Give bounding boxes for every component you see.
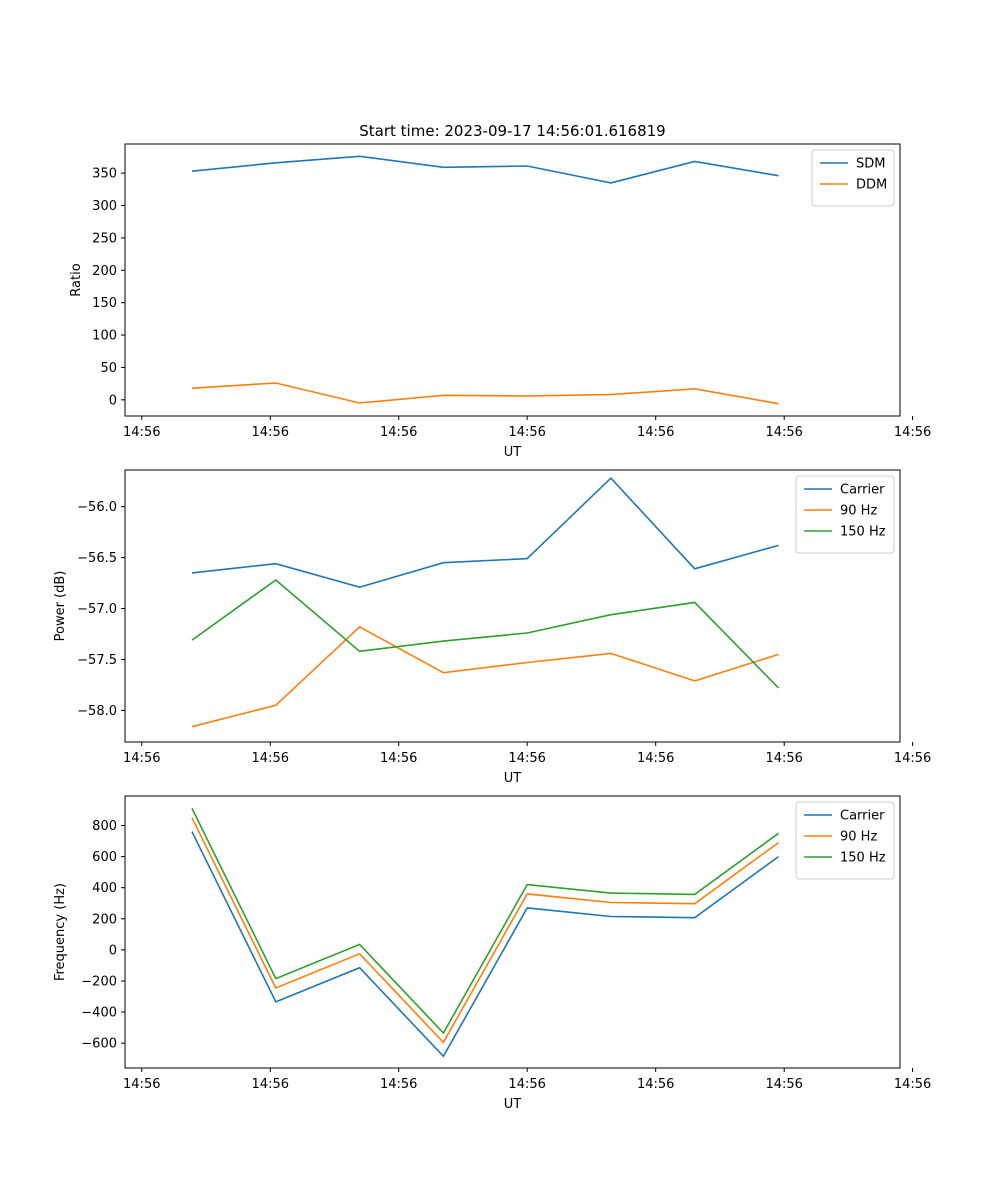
y-tick-label: −57.0 (77, 602, 117, 617)
figure-title: Start time: 2023-09-17 14:56:01.616819 (359, 122, 665, 140)
x-tick-label: 14:56 (765, 751, 802, 766)
legend-label: Carrier (840, 483, 885, 498)
legend: Carrier 90 Hz 150 Hz (795, 801, 895, 880)
legend-label: 90 Hz (840, 504, 877, 519)
series-line-150-hz (191, 578, 780, 689)
x-tick-label: 14:56 (508, 1077, 545, 1092)
x-tick-label: 14:56 (637, 425, 674, 440)
legend-frame (811, 149, 895, 207)
y-tick-label: 600 (92, 850, 117, 865)
y-tick-label: −400 (81, 1006, 117, 1021)
y-tick-label: −56.5 (77, 551, 117, 566)
legend: Carrier 90 Hz 150 Hz (795, 475, 895, 554)
x-tick-label: 14:56 (123, 751, 160, 766)
y-tick-label: 300 (92, 199, 117, 214)
series-line-90-hz (191, 625, 779, 728)
plots: 14:56 14:56 14:56 14:56 14:56 14:56 14:56 0 50 10… (53, 143, 931, 1112)
x-tick-label: 14:56 (894, 425, 931, 440)
x-tick-label: 14:56 (123, 1077, 160, 1092)
y-axis-label: Power (dB) (53, 571, 68, 642)
x-tick-label: 14:56 (637, 751, 674, 766)
legend-label: Carrier (840, 809, 885, 824)
legend-frame (795, 801, 895, 880)
x-tick-label: 14:56 (637, 1077, 674, 1092)
x-tick-label: 14:56 (123, 425, 160, 440)
legend-label: 90 Hz (840, 830, 877, 845)
x-tick-label: 14:56 (252, 1077, 289, 1092)
axes-frame (124, 795, 901, 1069)
series-line-150-hz (191, 808, 779, 1035)
x-tick-label: 14:56 (508, 751, 545, 766)
y-tick-label: 350 (92, 167, 117, 182)
series-line-90-hz (191, 817, 779, 1044)
chart-3: 14:56 14:56 14:56 14:56 14:56 14:56 14:56 −600 −… (53, 795, 931, 1112)
x-tick-label: 14:56 (380, 425, 417, 440)
y-tick-label: 200 (92, 912, 117, 927)
y-tick-label: 100 (92, 329, 117, 344)
y-tick-label: 400 (92, 881, 117, 896)
x-tick-label: 14:56 (894, 1077, 931, 1092)
y-tick-label: 0 (109, 393, 117, 408)
legend: SDM DDM (811, 149, 895, 207)
y-tick-label: −600 (81, 1037, 117, 1052)
y-axis-label: Ratio (69, 263, 84, 296)
series-line-ddm (191, 382, 779, 405)
x-tick-label: 14:56 (765, 1077, 802, 1092)
y-tick-label: −57.5 (77, 653, 117, 668)
legend-label: 150 Hz (840, 851, 886, 866)
chart-2: 14:56 14:56 14:56 14:56 14:56 14:56 14:56 −58.0… (53, 469, 931, 786)
x-tick-label: 14:56 (380, 1077, 417, 1092)
x-tick-label: 14:56 (252, 751, 289, 766)
y-tick-label: −56.0 (77, 500, 117, 515)
y-tick-label: 250 (92, 231, 117, 246)
y-tick-label: −200 (81, 974, 117, 989)
x-tick-label: 14:56 (894, 751, 931, 766)
legend-label: SDM (856, 157, 885, 172)
series-line-carrier (191, 831, 779, 1058)
legend-label: DDM (856, 178, 887, 193)
x-tick-label: 14:56 (508, 425, 545, 440)
y-tick-label: 200 (92, 264, 117, 279)
x-axis-label: UT (504, 771, 522, 786)
chart-1: 14:56 14:56 14:56 14:56 14:56 14:56 14:56 0 50 10… (69, 143, 931, 460)
series-line-carrier (191, 476, 779, 589)
y-tick-label: 0 (109, 943, 117, 958)
y-tick-label: 800 (92, 819, 117, 834)
legend-frame (795, 475, 895, 554)
series-line-sdm (191, 155, 779, 184)
x-axis-label: UT (504, 445, 522, 460)
x-tick-label: 14:56 (765, 425, 802, 440)
y-tick-label: 50 (100, 361, 117, 376)
axes-frame (124, 143, 901, 417)
x-tick-label: 14:56 (380, 751, 417, 766)
legend-label: 150 Hz (840, 525, 886, 540)
axes-frame (124, 469, 901, 743)
y-axis-label: Frequency (Hz) (53, 883, 68, 981)
y-tick-label: −58.0 (77, 704, 117, 719)
x-axis-label: UT (504, 1097, 522, 1112)
x-tick-label: 14:56 (252, 425, 289, 440)
y-tick-label: 150 (92, 296, 117, 311)
